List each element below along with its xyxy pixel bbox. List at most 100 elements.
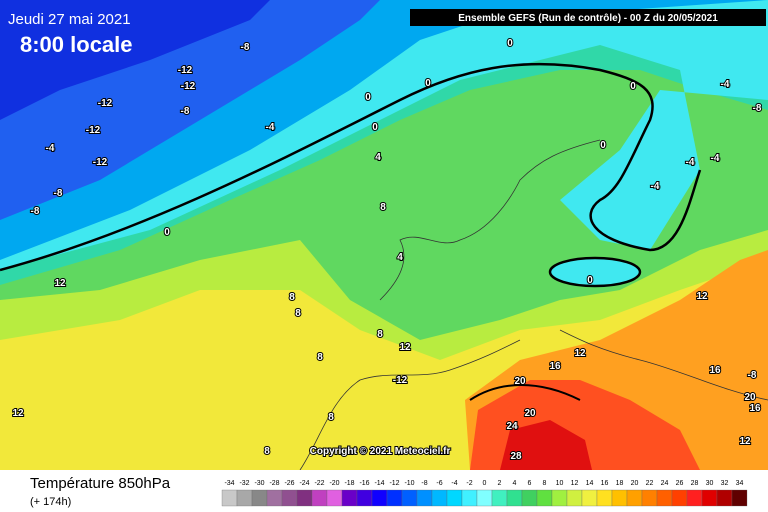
colorbar-label: -12 (389, 480, 399, 487)
colorbar-label: 18 (616, 480, 624, 487)
contour-label: 16 (709, 365, 721, 376)
colorbar-cell (386, 489, 403, 507)
colorbar-cell (731, 489, 748, 507)
contour-label: -4 (46, 143, 55, 154)
contour-label: 0 (164, 227, 170, 238)
contour-label: 4 (397, 252, 403, 263)
contour-label: 0 (507, 38, 513, 49)
colorbar-label: 8 (543, 480, 547, 487)
contour-label: 8 (380, 202, 386, 213)
contour-label: -8 (31, 206, 40, 217)
colorbar-cell (326, 489, 343, 507)
copyright: Copyright © 2021 Meteociel.fr (310, 446, 451, 457)
colorbar-cell (611, 489, 628, 507)
colorbar-cell (596, 489, 613, 507)
colorbar-cell (281, 489, 298, 507)
temperature-field (0, 0, 768, 470)
contour-label: -4 (686, 157, 695, 168)
contour-label: -12 (178, 65, 193, 76)
contour-label: 20 (744, 392, 756, 403)
colorbar-label: 16 (601, 480, 609, 487)
colorbar: -34 -32 -30 -28 -26 -24 -22 -20 -18 -16 -14 -12 -10-… (221, 480, 748, 507)
contour-label: 20 (524, 408, 536, 419)
model: Ensemble GEFS (Run de contrôle) - 00 Z d… (458, 13, 718, 24)
contour-label: -4 (651, 181, 660, 192)
colorbar-cell (701, 489, 718, 507)
colorbar-cell (626, 489, 643, 507)
colorbar-cell (371, 489, 388, 507)
colorbar-cell (311, 489, 328, 507)
contour-label: 12 (54, 278, 66, 289)
contour-label: -8 (181, 106, 190, 117)
colorbar-cell (671, 489, 688, 507)
colorbar-label: -18 (344, 480, 354, 487)
contour-label: 8 (295, 308, 301, 319)
colorbar-label: -6 (436, 480, 442, 487)
colorbar-cell (641, 489, 658, 507)
colorbar-label: -28 (269, 480, 279, 487)
colorbar-label: 28 (691, 480, 699, 487)
contour-label: 20 (514, 376, 526, 387)
colorbar-cell (536, 489, 553, 507)
colorbar-label: 20 (631, 480, 639, 487)
contour-label: 24 (506, 421, 518, 432)
contour-label: 8 (317, 352, 323, 363)
time: 8:00 locale (20, 32, 133, 57)
contour-label: -12 (93, 157, 108, 168)
colorbar-label: 6 (528, 480, 532, 487)
contour-label: 16 (749, 403, 761, 414)
colorbar-cell (356, 489, 373, 507)
colorbar-cell (521, 489, 538, 507)
colorbar-cell (581, 489, 598, 507)
colorbar-label: 0 (483, 480, 487, 487)
colorbar-label: -20 (329, 480, 339, 487)
colorbar-cell (446, 489, 463, 507)
colorbar-label: -30 (254, 480, 264, 487)
contour-label: 28 (510, 451, 522, 462)
contour-label: -12 (86, 125, 101, 136)
colorbar-cell (506, 489, 523, 507)
colorbar-cell (221, 489, 238, 507)
contour-label: -4 (711, 153, 720, 164)
date: Jeudi 27 mai 2021 (8, 11, 131, 28)
footer-title: Température 850hPa (30, 475, 171, 492)
contour-label: 12 (399, 342, 411, 353)
contour-label: 0 (600, 140, 606, 151)
colorbar-label: 10 (556, 480, 564, 487)
contour-label: 8 (289, 292, 295, 303)
colorbar-cell (296, 489, 313, 507)
contour-label: 0 (365, 92, 371, 103)
contour-labels: -8-12-12-12-8-12-4-12-8-8-40000408412888… (11, 37, 762, 463)
colorbar-cell (551, 489, 568, 507)
model-banner (410, 9, 766, 26)
colorbar-label: -10 (404, 480, 414, 487)
contour-label: 0 (425, 78, 431, 89)
colorbar-label: -14 (374, 480, 384, 487)
colorbar-label: 24 (661, 480, 669, 487)
contour-label: 8 (377, 329, 383, 340)
colorbar-cell (416, 489, 433, 507)
contour-label: -8 (748, 370, 757, 381)
colorbar-label: 12 (571, 480, 579, 487)
footer-lead: (+ 174h) (30, 496, 71, 508)
colorbar-label: 22 (646, 480, 654, 487)
colorbar-cell (266, 489, 283, 507)
colorbar-label: -22 (314, 480, 324, 487)
contour-label: 12 (696, 291, 708, 302)
colorbar-cell (491, 489, 508, 507)
colorbar-label: 34 (736, 480, 744, 487)
colorbar-cell (251, 489, 268, 507)
colorbar-label: 4 (513, 480, 517, 487)
contour-label: 16 (549, 361, 561, 372)
colorbar-cell (401, 489, 418, 507)
colorbar-label: -16 (359, 480, 369, 487)
contour-label: -4 (266, 122, 275, 133)
contour-label: -4 (721, 79, 730, 90)
colorbar-cell (341, 489, 358, 507)
contour-label: 0 (372, 122, 378, 133)
colorbar-label: -8 (421, 480, 427, 487)
colorbar-cell (686, 489, 703, 507)
colorbar-label: 2 (498, 480, 502, 487)
